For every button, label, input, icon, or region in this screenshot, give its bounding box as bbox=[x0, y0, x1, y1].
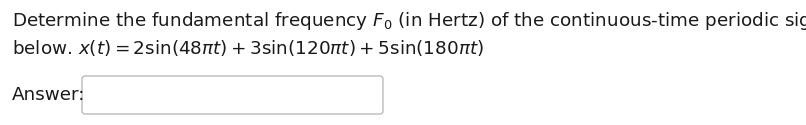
Text: Answer:: Answer: bbox=[12, 86, 85, 104]
Text: below. $x(t) = 2\sin(48\pi t) + 3\sin(120\pi t) + 5\sin(180\pi t)$: below. $x(t) = 2\sin(48\pi t) + 3\sin(12… bbox=[12, 38, 484, 58]
Text: Determine the fundamental frequency $F_0$ (in Hertz) of the continuous-time peri: Determine the fundamental frequency $F_0… bbox=[12, 10, 806, 32]
FancyBboxPatch shape bbox=[82, 76, 383, 114]
